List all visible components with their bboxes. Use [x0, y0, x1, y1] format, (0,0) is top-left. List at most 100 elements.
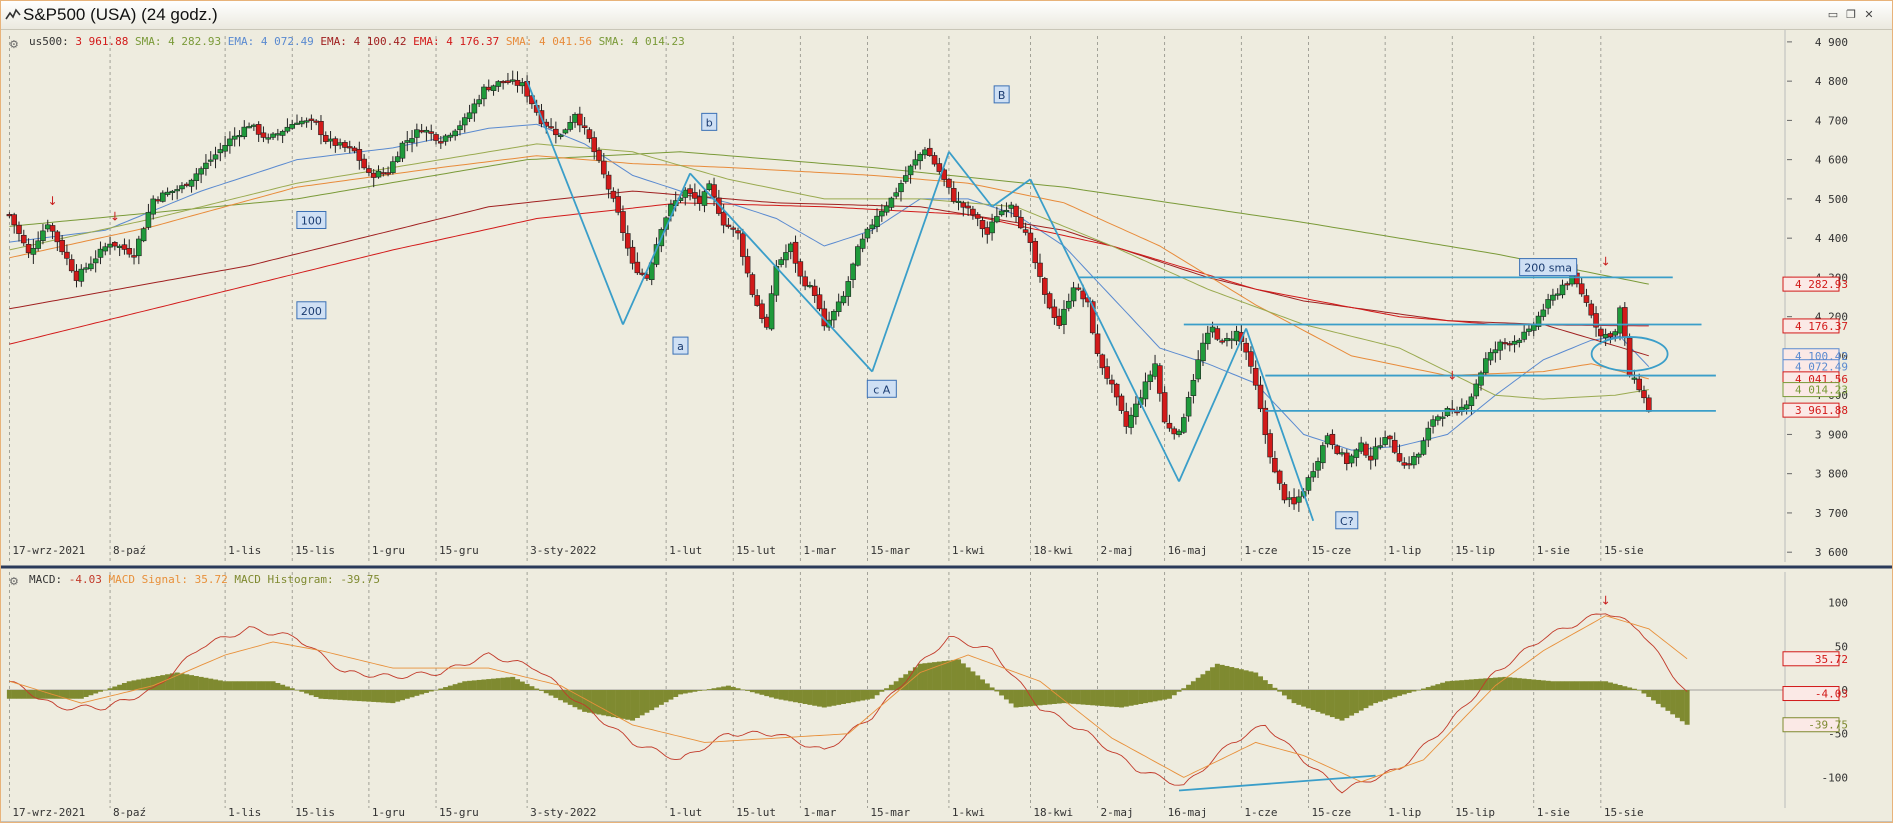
y-tick-label: 0 [1841, 684, 1848, 697]
candle-body [1358, 442, 1364, 452]
candle-body [802, 276, 808, 287]
macd-histogram-bar [649, 690, 655, 711]
macd-histogram-bar [294, 690, 300, 691]
legend-value: 4 072.49 [261, 35, 314, 48]
macd-histogram-bar [1349, 690, 1355, 716]
macd-histogram-bar [193, 676, 199, 690]
candle-body [893, 192, 899, 197]
x-tick-label: 15-mar [870, 806, 910, 819]
candle-body [246, 126, 252, 129]
macd-histogram-bar [1574, 681, 1580, 690]
macd-histogram-bar [754, 690, 760, 694]
x-tick-label: 1-cze [1244, 544, 1277, 557]
candle-body [49, 225, 56, 232]
macd-histogram-bar [136, 679, 142, 690]
macd-histogram-bar [270, 681, 276, 690]
macd-histogram-bar [1631, 688, 1637, 690]
x-tick-label: 2-maj [1101, 544, 1134, 557]
macd-histogram-bar [524, 683, 530, 690]
candle-body [207, 159, 214, 162]
macd-histogram-bar [88, 690, 94, 696]
macd-histogram-bar [1181, 688, 1187, 690]
macd-histogram-bar [634, 690, 640, 718]
macd-histogram-bar [30, 690, 36, 699]
chart-area[interactable]: ↓↓↓↓↓ ↓ 17-wrz-202117-wrz-20218-paź8-paź… [1, 30, 1892, 822]
candle-body [1113, 383, 1120, 398]
macd-histogram-bar [874, 690, 880, 696]
candle-body [591, 137, 598, 153]
candle-body [20, 234, 27, 244]
candle-body [198, 168, 204, 175]
macd-histogram-bar [232, 681, 238, 690]
candle-body [1022, 229, 1029, 233]
macd-histogram-bar [1593, 681, 1599, 690]
macd-histogram-bar [284, 686, 290, 690]
macd-histogram-bar [409, 690, 415, 698]
candle-body [399, 142, 406, 159]
candle-body [342, 142, 348, 148]
close-icon[interactable]: ✕ [1864, 8, 1874, 21]
macd-histogram-bar [740, 689, 746, 691]
macd-histogram-bar [1646, 690, 1652, 697]
macd-histogram-bar [1152, 690, 1158, 702]
candle-body [1233, 330, 1240, 342]
annotation-label: c A [873, 383, 891, 396]
trend-line [1245, 328, 1315, 522]
candle-body [337, 142, 343, 146]
y-tick-label: 4 600 [1815, 154, 1848, 167]
macd-histogram-bar [1032, 690, 1038, 706]
macd-histogram-bar [1023, 690, 1029, 707]
macd-histogram-bar [730, 686, 736, 690]
macd-histogram-bar [1368, 690, 1374, 706]
macd-histogram-bar [510, 676, 516, 690]
candle-body [778, 259, 784, 265]
candle-body [203, 162, 209, 169]
x-tick-label: 3-sty-2022 [530, 806, 596, 819]
macd-histogram-bar [1066, 690, 1072, 704]
legend-value: 4 014.23 [632, 35, 685, 48]
macd-histogram-bar [538, 690, 544, 691]
restore-icon[interactable]: ❐ [1846, 8, 1856, 21]
candle-body [1056, 315, 1062, 326]
candle-body [783, 252, 789, 261]
candle-body [898, 183, 904, 193]
candle-body [1377, 445, 1384, 448]
candle-body [1204, 332, 1211, 345]
macd-histogram-bar [1603, 681, 1609, 690]
macd-histogram-bar [1344, 690, 1350, 719]
candle-body [1545, 299, 1551, 309]
candle-body [83, 267, 89, 270]
candle-body [16, 224, 22, 234]
macd-histogram-bar [840, 690, 846, 704]
candle-body [179, 185, 185, 190]
candle-body [447, 134, 454, 138]
macd-value-tag: -39.75 [1808, 719, 1848, 732]
candle-body [346, 146, 353, 149]
macd-histogram-bar [1195, 677, 1201, 690]
y-tick-label: 4 500 [1815, 193, 1848, 206]
x-tick-label: 15-lip [1455, 544, 1495, 557]
candle-body [792, 241, 799, 264]
macd-histogram-bar [1411, 690, 1417, 692]
candle-body [835, 301, 842, 312]
macd-histogram-bar [476, 679, 482, 690]
x-tick-label: 15-sie [1604, 544, 1644, 557]
candle-body [605, 174, 612, 190]
macd-histogram-bar [673, 690, 679, 697]
candle-body [725, 224, 732, 227]
macd-histogram-bar [711, 688, 717, 690]
annotation-box [296, 210, 327, 229]
candle-body [768, 293, 775, 330]
macd-histogram-bar [1569, 681, 1575, 690]
macd-histogram-bar [1071, 690, 1077, 704]
x-tick-label: 15-lip [1455, 806, 1495, 819]
minimize-icon[interactable]: ▭ [1827, 8, 1839, 21]
macd-histogram-bar [701, 690, 707, 691]
macd-histogram-bar [1387, 690, 1393, 699]
candle-body [40, 230, 46, 241]
candle-body [390, 161, 396, 173]
candle-body [1578, 283, 1585, 295]
macd-histogram-bar [1488, 677, 1494, 690]
macd-histogram-bar [1042, 690, 1048, 705]
macd-histogram-bar [759, 690, 765, 695]
